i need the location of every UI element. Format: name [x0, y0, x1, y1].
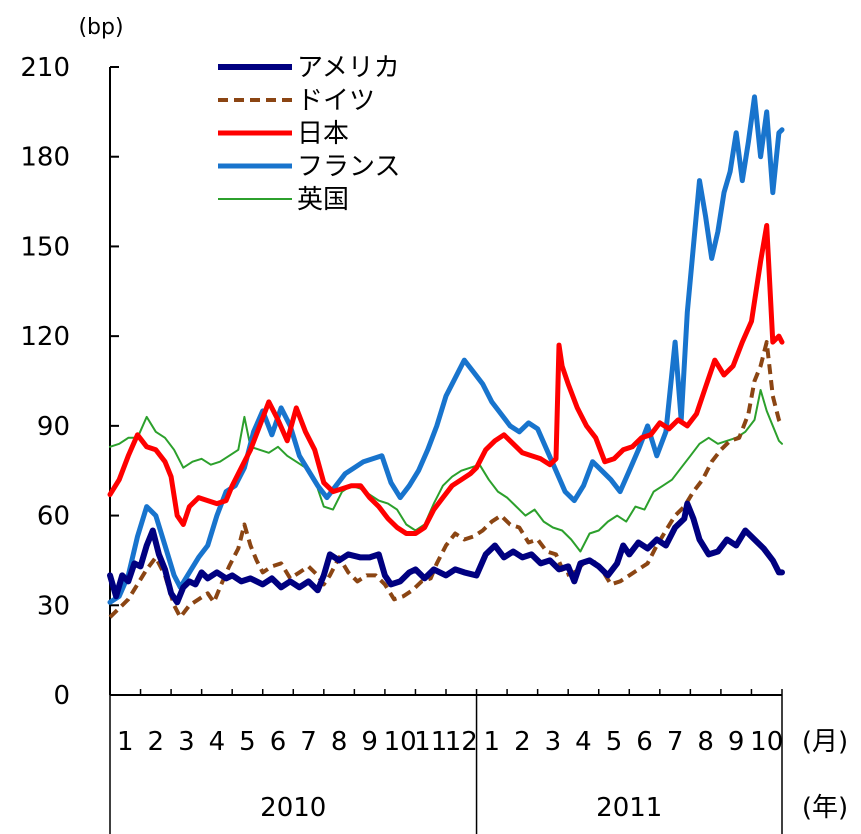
legend-label: フランス [297, 152, 400, 182]
x-month-label: 9 [728, 727, 745, 757]
x-month-label: 3 [178, 727, 195, 757]
y-tick-label: 30 [37, 591, 70, 621]
x-year-label: 2010 [260, 793, 326, 823]
legend-label: アメリカ [297, 53, 400, 83]
x-month-label: 10 [384, 727, 417, 757]
x-month-label: 1 [484, 727, 501, 757]
y-tick-label: 60 [37, 502, 70, 532]
month-unit-label: (月) [802, 727, 848, 757]
x-month-label: 6 [270, 727, 287, 757]
x-month-label: 2 [148, 727, 165, 757]
y-axis: 0 30 60 90 120 150 180 210 [20, 53, 119, 711]
x-month-label: 1 [117, 727, 134, 757]
unit-label: (bp) [78, 15, 123, 40]
series-line-5 [109, 389, 783, 553]
x-year-label: 2011 [596, 793, 662, 823]
y-tick-label: 120 [20, 322, 70, 352]
x-month-label: 9 [361, 727, 378, 757]
series-line-2 [108, 340, 784, 620]
legend-label: ドイツ [297, 86, 375, 116]
series-line-4 [107, 94, 785, 605]
x-month-label: 8 [697, 727, 714, 757]
x-month-label: 8 [331, 727, 348, 757]
x-month-label: 5 [239, 727, 256, 757]
x-month-label: 7 [667, 727, 684, 757]
y-tick-label: 180 [20, 143, 70, 173]
x-month-label: 4 [209, 727, 226, 757]
y-tick-label: 210 [20, 53, 70, 83]
x-month-label: 11 [414, 727, 447, 757]
x-month-label: 3 [545, 727, 562, 757]
legend-label: 日本 [297, 119, 349, 149]
year-unit-label: (年) [802, 793, 848, 823]
series-line-3 [107, 223, 785, 536]
x-month-label: 4 [575, 727, 592, 757]
x-month-label: 10 [750, 727, 783, 757]
x-month-label: 2 [514, 727, 531, 757]
series-lines [107, 94, 785, 620]
y-tick-label: 0 [53, 681, 70, 711]
legend-label: 英国 [297, 185, 349, 215]
x-month-label: 5 [606, 727, 623, 757]
x-month-label: 12 [445, 727, 478, 757]
x-month-label: 7 [300, 727, 317, 757]
x-month-label: 6 [636, 727, 653, 757]
series-line-1 [107, 500, 785, 606]
y-tick-label: 90 [37, 412, 70, 442]
y-tick-label: 150 [20, 232, 70, 262]
